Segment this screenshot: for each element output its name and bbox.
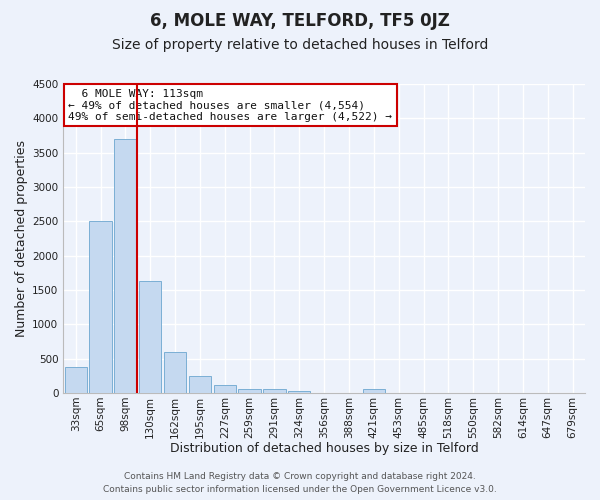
- Bar: [65, 367, 87, 393]
- Bar: [263, 390, 286, 393]
- Text: 6, MOLE WAY, TELFORD, TF5 0JZ: 6, MOLE WAY, TELFORD, TF5 0JZ: [150, 12, 450, 30]
- Bar: [214, 386, 236, 393]
- Bar: [189, 376, 211, 393]
- Bar: [238, 389, 261, 393]
- Text: Contains public sector information licensed under the Open Government Licence v3: Contains public sector information licen…: [103, 485, 497, 494]
- Text: Size of property relative to detached houses in Telford: Size of property relative to detached ho…: [112, 38, 488, 52]
- Bar: [362, 389, 385, 393]
- X-axis label: Distribution of detached houses by size in Telford: Distribution of detached houses by size …: [170, 442, 479, 455]
- Bar: [89, 222, 112, 393]
- Bar: [139, 281, 161, 393]
- Bar: [114, 139, 137, 393]
- Y-axis label: Number of detached properties: Number of detached properties: [15, 140, 28, 337]
- Text: 6 MOLE WAY: 113sqm
← 49% of detached houses are smaller (4,554)
49% of semi-deta: 6 MOLE WAY: 113sqm ← 49% of detached hou…: [68, 88, 392, 122]
- Bar: [288, 391, 310, 393]
- Text: Contains HM Land Registry data © Crown copyright and database right 2024.: Contains HM Land Registry data © Crown c…: [124, 472, 476, 481]
- Bar: [164, 352, 186, 393]
